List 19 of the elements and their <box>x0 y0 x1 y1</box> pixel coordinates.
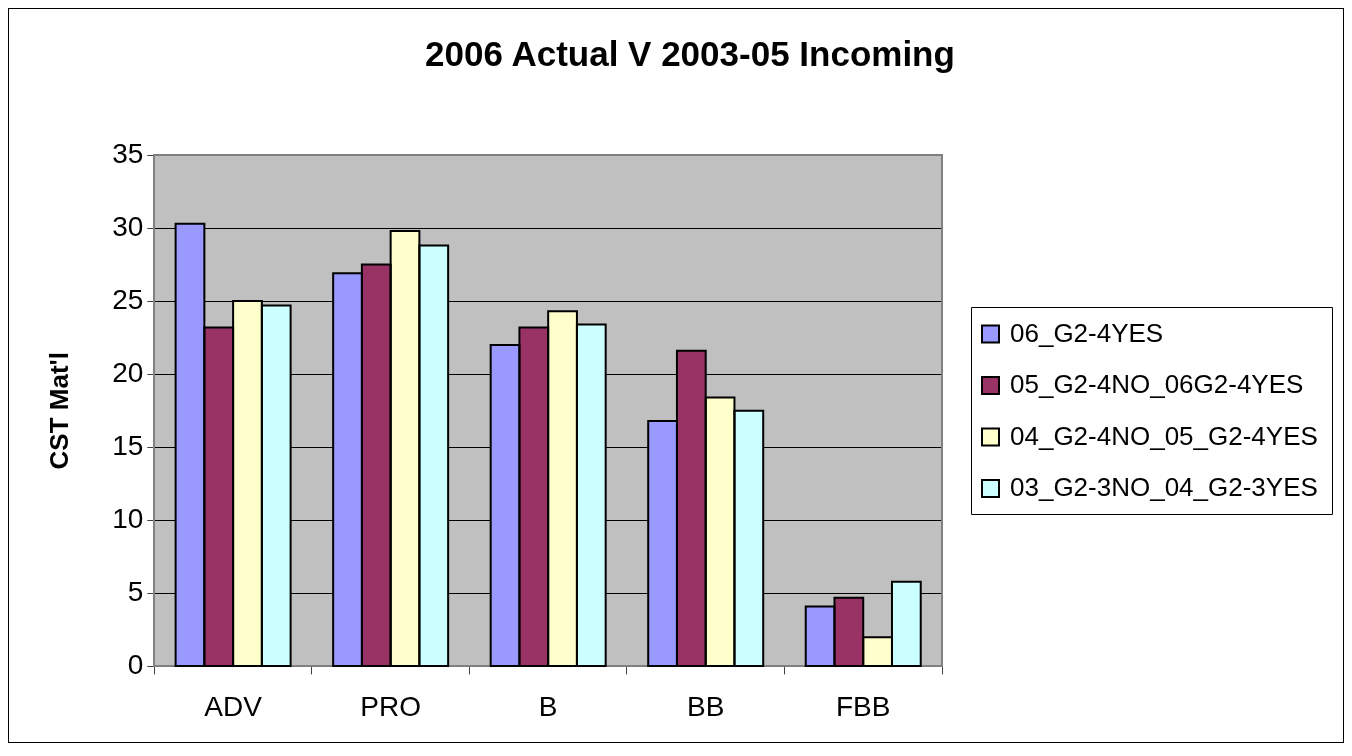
legend-label: 03_G2-3NO_04_G2-3YES <box>1010 472 1318 503</box>
y-tick-label: 20 <box>112 356 144 388</box>
y-axis-title: CST Mat'l <box>43 352 74 470</box>
y-tick-label: 5 <box>127 576 144 608</box>
y-tick-label: 15 <box>112 429 144 461</box>
x-tick-label: ADV <box>204 690 263 722</box>
legend-label: 04_G2-4NO_05_G2-4YES <box>1010 420 1318 451</box>
y-tick-label: 10 <box>112 503 144 534</box>
y-tick-label: 0 <box>127 649 144 681</box>
y-tick-label: 30 <box>112 210 144 242</box>
x-tick-label: PRO <box>360 690 421 722</box>
legend-label: 05_G2-4NO_06G2-4YES <box>1010 369 1304 400</box>
x-tick-label: B <box>538 690 558 722</box>
x-tick-label: FBB <box>836 690 891 722</box>
legend-label: 06_G2-4YES <box>1010 317 1164 348</box>
y-tick-label: 35 <box>112 137 144 169</box>
y-tick-label: 25 <box>112 283 144 315</box>
chart-title: 2006 Actual V 2003-05 Incoming <box>425 33 955 73</box>
x-tick-label: BB <box>687 690 725 722</box>
